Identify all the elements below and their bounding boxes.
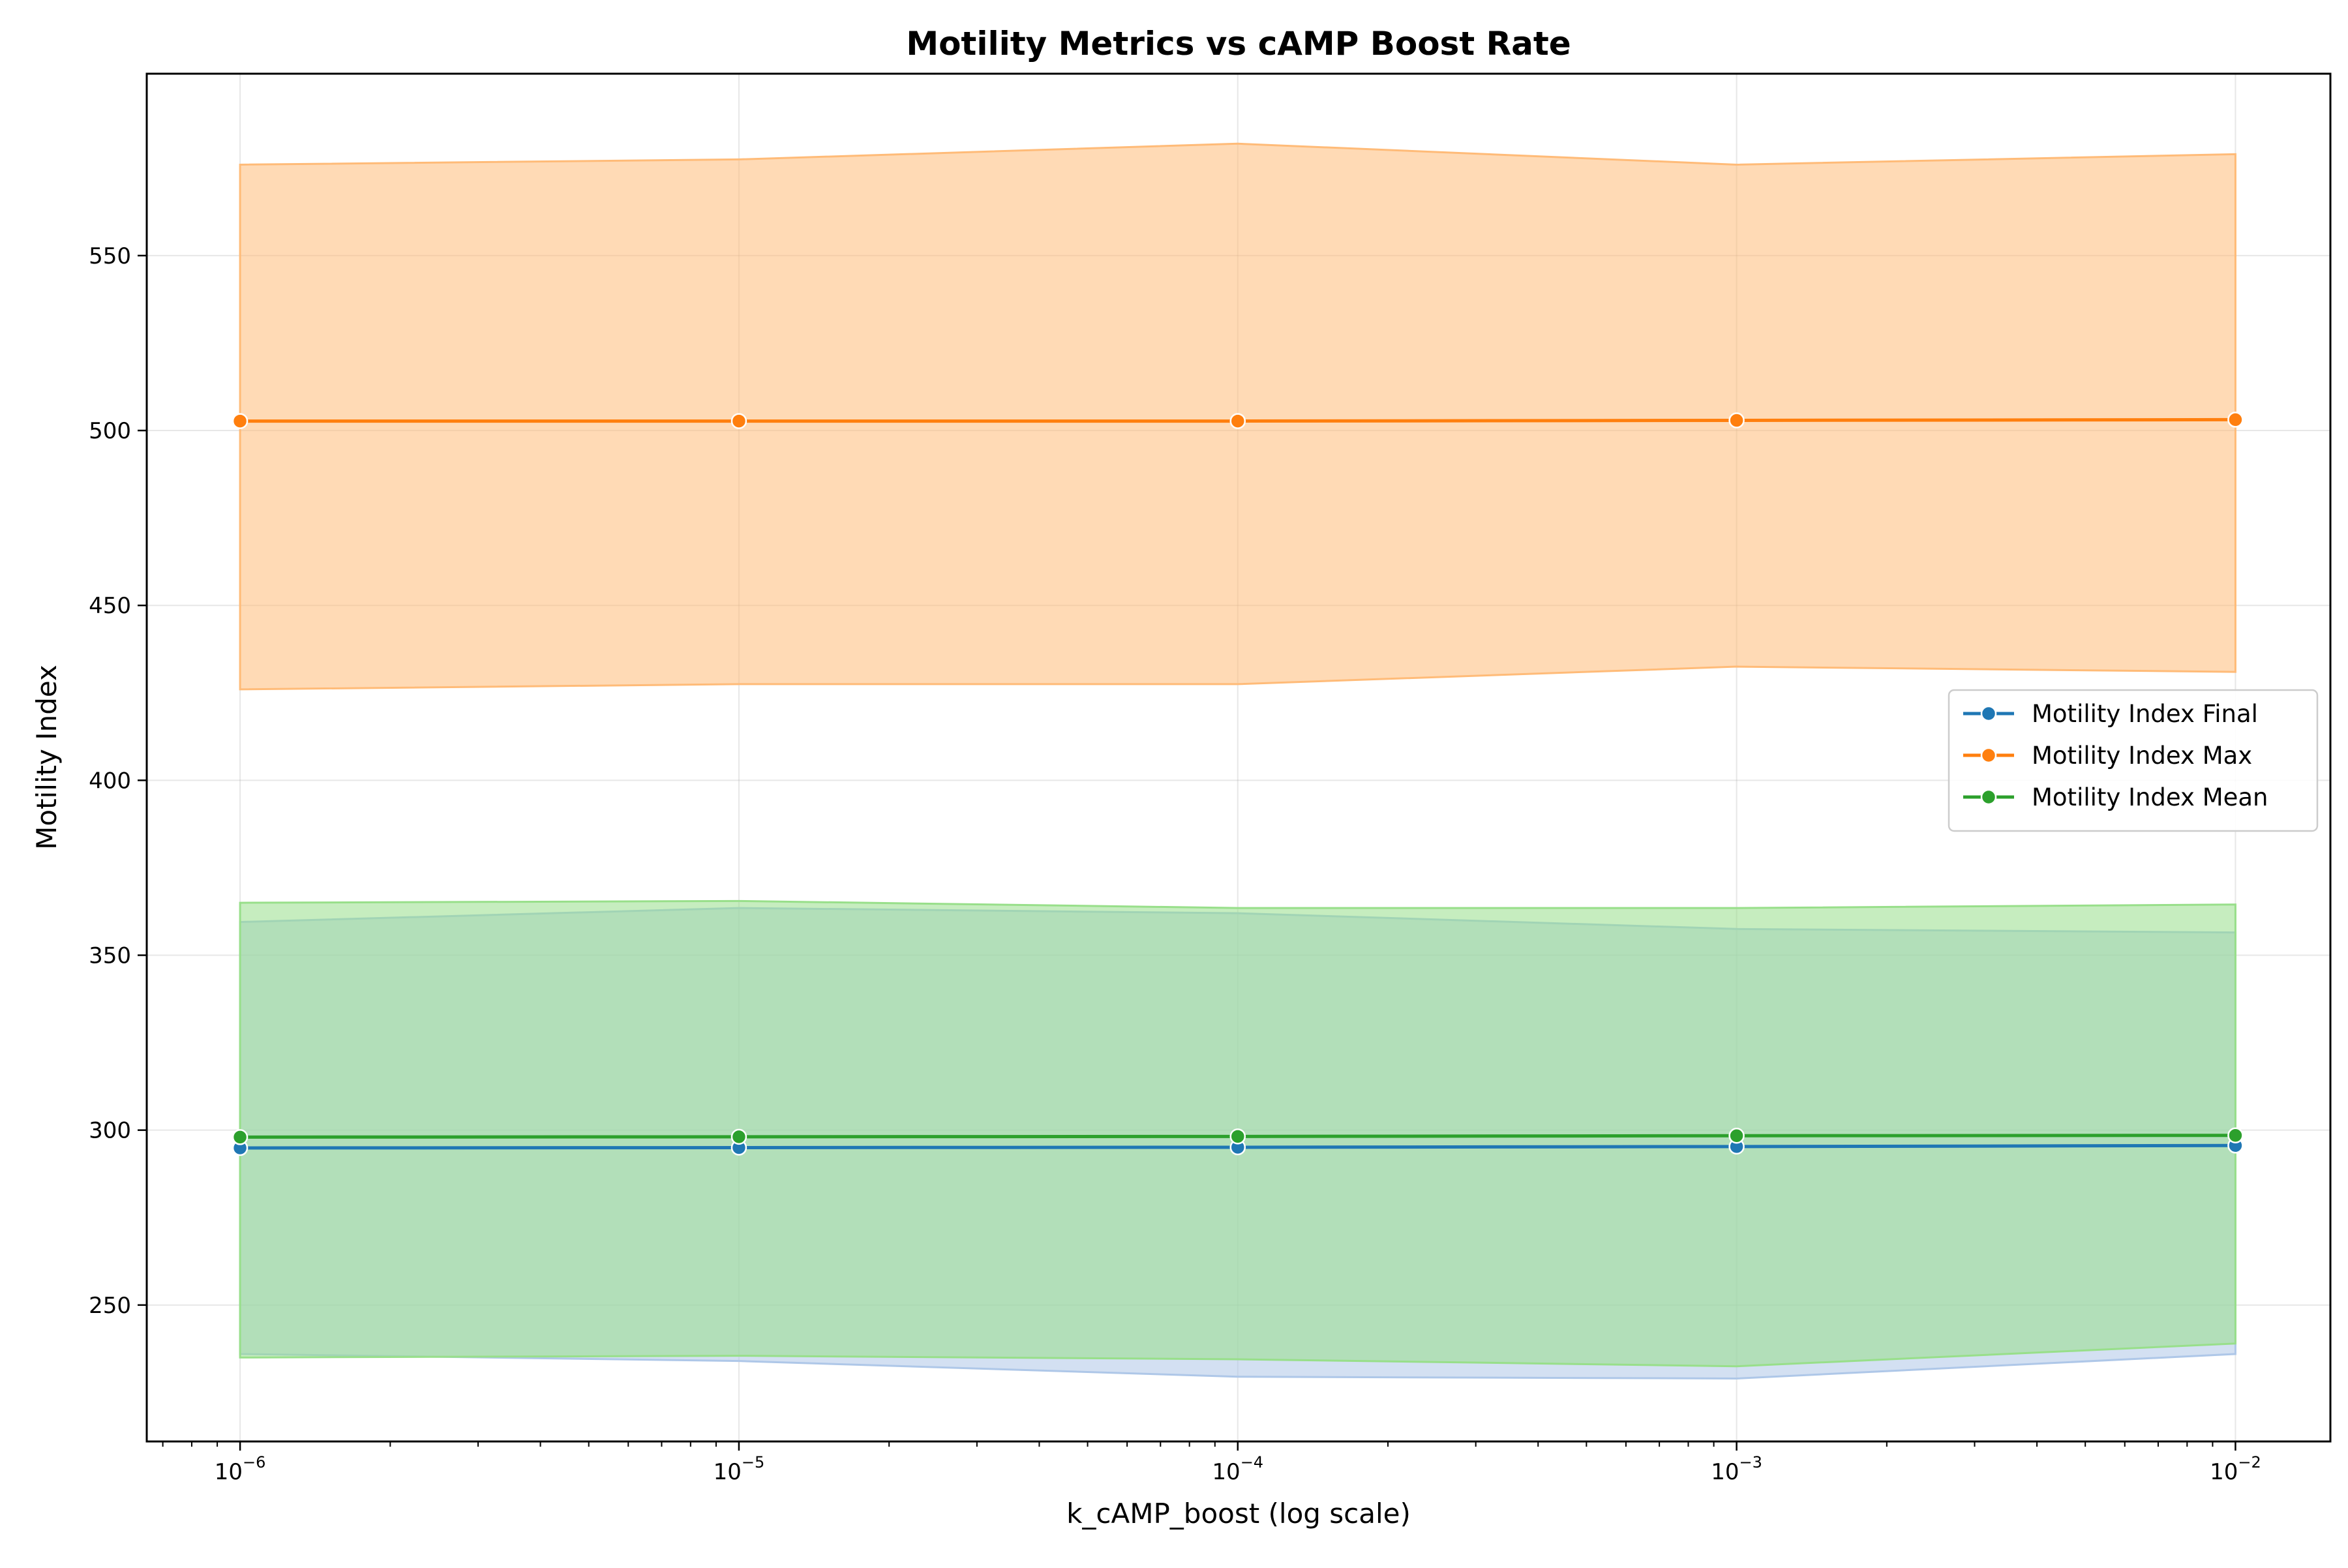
y-tick-label: 450 <box>89 593 131 619</box>
series-markers <box>232 412 2244 1156</box>
x-tick-label: 10−6 <box>215 1453 266 1485</box>
y-tick-label: 500 <box>89 418 131 444</box>
legend: Motility Index Final Motility Index Max Mo… <box>1948 689 2319 832</box>
x-tick-label: 10−4 <box>1212 1453 1263 1485</box>
data-point <box>232 1129 248 1145</box>
legend-label: Motility Index Final <box>2032 700 2258 728</box>
data-point <box>1728 412 1745 429</box>
data-point <box>730 1128 747 1145</box>
y-tick-label: 550 <box>89 243 131 269</box>
axis-ticks: 10−6 10−5 10−4 10−3 10−2 250 300 350 400 450 500 55… <box>89 243 2261 1485</box>
legend-box <box>1948 689 2319 832</box>
legend-label: Motility Index Max <box>2032 742 2252 770</box>
x-axis-label: k_cAMP_boost (log scale) <box>1066 1498 1411 1530</box>
confidence-bands <box>239 142 2236 1380</box>
legend-swatch-marker <box>1980 789 1997 806</box>
data-point <box>1229 1128 1246 1145</box>
data-point <box>1728 1128 1745 1144</box>
y-tick-label: 350 <box>89 943 131 969</box>
y-tick-label: 250 <box>89 1293 131 1319</box>
data-point <box>2227 1127 2244 1143</box>
y-axis-label: Motility Index <box>31 665 63 850</box>
legend-swatch-marker <box>1980 705 1997 722</box>
legend-swatch-marker <box>1980 747 1997 764</box>
data-point <box>730 413 747 429</box>
data-point <box>1229 413 1246 429</box>
y-tick-label: 300 <box>89 1118 131 1144</box>
x-tick-label: 10−5 <box>714 1453 765 1485</box>
legend-label: Motility Index Mean <box>2032 783 2268 811</box>
data-point <box>232 413 248 429</box>
y-tick-label: 400 <box>89 768 131 794</box>
data-point <box>2227 412 2244 428</box>
chart-title: Motility Metrics vs cAMP Boost Rate <box>906 25 1571 63</box>
x-tick-label: 10−2 <box>2210 1453 2261 1485</box>
x-tick-label: 10−3 <box>1711 1453 1762 1485</box>
